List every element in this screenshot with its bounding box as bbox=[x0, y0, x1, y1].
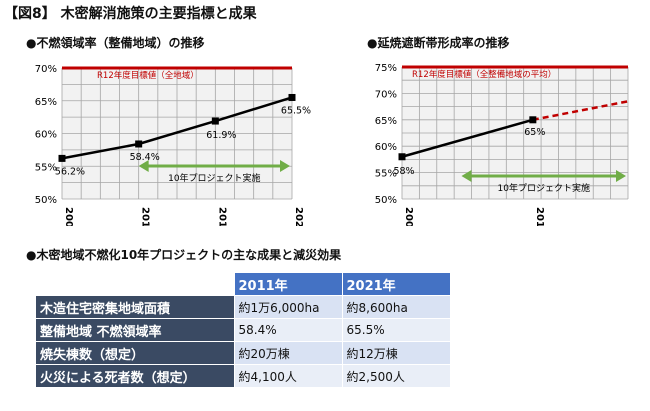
x-tick-label: 2006 bbox=[63, 207, 74, 226]
row-label: 火災による死者数（想定） bbox=[35, 364, 235, 388]
data-point bbox=[211, 117, 219, 125]
results-section-title: ●木密地域不燃化10年プロジェクトの主な成果と減災効果 bbox=[26, 248, 342, 262]
data-label: 65% bbox=[524, 127, 545, 138]
y-tick-label: 65% bbox=[375, 116, 397, 127]
table-row: 焼失棟数（想定） 約20万棟 約12万棟 bbox=[35, 341, 451, 365]
data-point bbox=[58, 154, 66, 162]
chart-title-firebreak-rate: ●延焼遮断帯形成率の推移 bbox=[367, 36, 510, 50]
annotation-arrow-head-right bbox=[280, 160, 290, 172]
data-point bbox=[135, 140, 143, 148]
chart-firebreak-rate: R12年度目標値（全整備地域の平均） 50% 55% 60% 65% 70% 75% 2006… bbox=[375, 63, 629, 226]
y-tick-label: 55% bbox=[35, 162, 57, 173]
annotation-label: 10年プロジェクト実施 bbox=[168, 172, 260, 184]
data-point bbox=[529, 116, 537, 124]
results-header-row: 2011年 2021年 bbox=[35, 272, 451, 296]
cell-2021: 約2,500人 bbox=[341, 364, 451, 388]
figure-title: 【図8】 木密解消施策の主要指標と成果 bbox=[4, 6, 257, 22]
y-tick-label: 50% bbox=[35, 195, 57, 206]
data-label: 65.5% bbox=[281, 105, 311, 116]
target-label: R12年度目標値（全地域） bbox=[97, 70, 199, 81]
projection-line bbox=[532, 100, 629, 122]
x-tick-label: 2021 bbox=[293, 207, 304, 226]
series-line bbox=[401, 118, 534, 158]
data-label: 58.4% bbox=[130, 152, 160, 163]
row-label: 木造住宅密集地域面積 bbox=[35, 295, 235, 319]
cell-2021: 約8,600ha bbox=[341, 295, 451, 319]
cell-2011: 58.4% bbox=[233, 318, 343, 342]
x-tick-label: 2006 bbox=[403, 207, 414, 226]
data-point bbox=[398, 153, 406, 161]
annotation-arrow-head-left bbox=[461, 170, 472, 182]
results-corner-cell bbox=[35, 272, 234, 296]
results-col-2011: 2011年 bbox=[233, 272, 343, 296]
annotation-arrow-head-left bbox=[138, 160, 149, 172]
chart-title-nonflammable-rate: ●不燃領域率（整備地域）の推移 bbox=[26, 36, 205, 50]
annotation-label: 10年プロジェクト実施 bbox=[498, 182, 590, 194]
cell-2021: 約12万棟 bbox=[341, 341, 451, 365]
table-row: 火災による死者数（想定） 約4,100人 約2,500人 bbox=[35, 364, 451, 388]
cell-2011: 約20万棟 bbox=[233, 341, 343, 365]
y-tick-label: 70% bbox=[35, 64, 57, 75]
table-row: 整備地域 不燃領域率 58.4% 65.5% bbox=[35, 318, 451, 342]
data-label: 61.9% bbox=[206, 130, 236, 141]
y-tick-label: 50% bbox=[375, 195, 397, 206]
results-table: 2011年 2021年 木造住宅密集地域面積 約1万6,000ha 約8,600… bbox=[35, 272, 451, 388]
target-label: R12年度目標値（全整備地域の平均） bbox=[412, 69, 556, 80]
cell-2021: 65.5% bbox=[341, 318, 451, 342]
data-label: 56.2% bbox=[55, 166, 85, 177]
table-row: 木造住宅密集地域面積 約1万6,000ha 約8,600ha bbox=[35, 295, 451, 319]
data-point bbox=[288, 93, 296, 101]
chart-nonflammable-rate: R12年度目標値（全地域） 50% 55% 60% 65% 70% 2006 2011 2016… bbox=[35, 64, 311, 226]
data-label: 58% bbox=[393, 166, 414, 177]
series-line bbox=[61, 96, 293, 160]
y-tick-label: 75% bbox=[375, 63, 397, 74]
y-tick-label: 55% bbox=[375, 169, 397, 180]
cell-2011: 約1万6,000ha bbox=[233, 295, 343, 319]
y-tick-label: 65% bbox=[35, 97, 57, 108]
y-tick-label: 70% bbox=[375, 89, 397, 100]
row-label: 焼失棟数（想定） bbox=[35, 341, 235, 365]
x-tick-label: 2016 bbox=[216, 207, 227, 226]
results-col-2021: 2021年 bbox=[341, 272, 451, 296]
cell-2011: 約4,100人 bbox=[233, 364, 343, 388]
annotation-arrow-head-right bbox=[616, 170, 626, 182]
y-tick-label: 60% bbox=[375, 142, 397, 153]
x-tick-label: 2017 bbox=[534, 207, 545, 226]
row-label: 整備地域 不燃領域率 bbox=[35, 318, 235, 342]
x-tick-label: 2011 bbox=[140, 207, 151, 226]
y-tick-label: 60% bbox=[35, 130, 57, 141]
